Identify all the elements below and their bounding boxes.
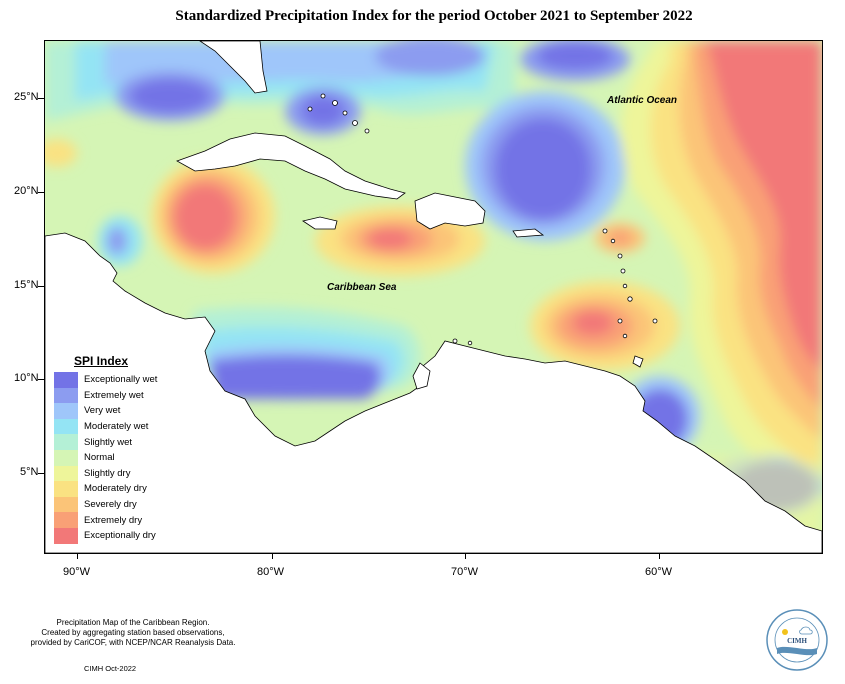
legend-label: Extremely dry bbox=[84, 514, 143, 526]
lon-tick bbox=[659, 553, 660, 559]
legend-swatch bbox=[54, 527, 78, 544]
legend-label: Exceptionally dry bbox=[84, 530, 156, 542]
legend-swatch bbox=[54, 418, 78, 435]
legend-item: Exceptionally wet bbox=[54, 372, 174, 388]
footer-credit: CIMH Oct-2022 bbox=[84, 664, 137, 673]
lat-label-15n: 15°N bbox=[14, 279, 39, 291]
lon-label-90w: 90°W bbox=[63, 566, 91, 578]
lat-tick bbox=[38, 379, 44, 380]
lat-tick bbox=[38, 286, 44, 287]
legend-item: Slightly dry bbox=[54, 465, 174, 482]
legend-item: Extremely wet bbox=[54, 387, 174, 404]
legend-item: Severely dry bbox=[54, 496, 174, 513]
legend-label: Exceptionally wet bbox=[84, 374, 158, 386]
spi-map: Atlantic Ocean Caribbean Sea bbox=[44, 40, 823, 554]
lat-label-25n: 25°N bbox=[14, 91, 39, 103]
legend-swatch bbox=[54, 512, 78, 528]
lat-tick bbox=[38, 98, 44, 99]
legend-swatch bbox=[54, 403, 78, 419]
legend-swatch bbox=[54, 449, 78, 466]
lon-label-60w: 60°W bbox=[645, 566, 673, 578]
legend-label: Normal bbox=[84, 452, 115, 464]
logo-text: CIMH bbox=[787, 637, 807, 645]
legend-item: Very wet bbox=[54, 403, 174, 419]
legend-swatch bbox=[54, 372, 78, 388]
legend-label: Extremely wet bbox=[84, 389, 144, 401]
lat-tick bbox=[38, 473, 44, 474]
footer-note-line: provided by CariCOF, with NCEP/NCAR Rean… bbox=[30, 638, 236, 647]
legend-item: Normal bbox=[54, 449, 174, 466]
legend-label: Very wet bbox=[84, 405, 121, 417]
legend-item: Extremely dry bbox=[54, 512, 174, 528]
legend-label: Severely dry bbox=[84, 499, 137, 511]
legend-swatch bbox=[54, 481, 78, 497]
legend-label: Slightly wet bbox=[84, 436, 133, 448]
lat-label-5n: 5°N bbox=[20, 466, 39, 478]
legend-label: Slightly dry bbox=[84, 467, 131, 479]
legend-swatch bbox=[54, 496, 78, 513]
cimh-logo: CIMH bbox=[766, 609, 828, 671]
footer-note-line: Precipitation Map of the Caribbean Regio… bbox=[56, 618, 210, 627]
legend-label: Moderately wet bbox=[84, 421, 149, 433]
legend-swatch bbox=[54, 434, 78, 450]
legend-item: Moderately dry bbox=[54, 481, 174, 497]
legend-label: Moderately dry bbox=[84, 483, 147, 495]
legend-item: Slightly wet bbox=[54, 434, 174, 450]
legend-swatch bbox=[54, 465, 78, 482]
lat-tick bbox=[38, 192, 44, 193]
lon-tick bbox=[272, 553, 273, 559]
lon-tick bbox=[77, 553, 78, 559]
legend-item: Exceptionally dry bbox=[54, 527, 174, 544]
legend-item: Moderately wet bbox=[54, 418, 174, 435]
caribbean-sea-label: Caribbean Sea bbox=[327, 282, 397, 293]
footer-note: Precipitation Map of the Caribbean Regio… bbox=[18, 618, 248, 648]
lon-label-70w: 70°W bbox=[451, 566, 479, 578]
lat-label-20n: 20°N bbox=[14, 185, 39, 197]
spi-legend: SPI Index Exceptionally wet Extremely wet… bbox=[54, 354, 174, 544]
legend-items: Exceptionally wet Extremely wet Very wet Mo… bbox=[54, 372, 174, 544]
lat-label-10n: 10°N bbox=[14, 372, 39, 384]
lon-label-80w: 80°W bbox=[257, 566, 285, 578]
atlantic-ocean-label: Atlantic Ocean bbox=[607, 95, 678, 106]
footer-note-line: Created by aggregating station based obs… bbox=[41, 628, 225, 637]
spi-contour-layer bbox=[45, 41, 822, 553]
lon-tick bbox=[465, 553, 466, 559]
map-title: Standardized Precipitation Index for the… bbox=[175, 8, 693, 24]
legend-swatch bbox=[54, 387, 78, 404]
legend-title: SPI Index bbox=[74, 354, 129, 368]
